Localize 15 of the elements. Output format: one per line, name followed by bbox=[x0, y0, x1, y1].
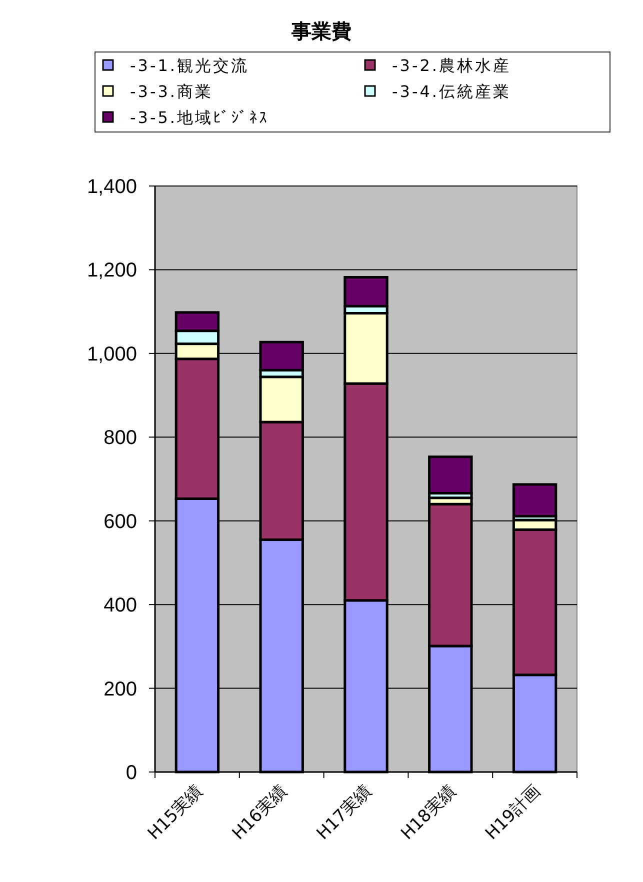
legend-label: -3-3.商業 bbox=[130, 82, 213, 101]
y-tick-label: 1,000 bbox=[86, 343, 137, 366]
legend-label: -3-4.伝統産業 bbox=[392, 82, 511, 101]
y-tick-label: 1,400 bbox=[86, 176, 137, 198]
y-tick-label: 400 bbox=[104, 594, 137, 617]
legend-label: -3-1.観光交流 bbox=[130, 56, 249, 75]
y-tick-label: 1,200 bbox=[86, 260, 137, 282]
legend-label: -3-2.農林水産 bbox=[392, 56, 511, 75]
legend-label: -3-5.地域ﾋﾞｼﾞﾈｽ bbox=[130, 108, 269, 127]
y-tick-label: 800 bbox=[104, 427, 137, 450]
y-tick-label: 0 bbox=[126, 762, 137, 784]
y-tick-label: 600 bbox=[104, 510, 137, 533]
y-tick-label: 200 bbox=[104, 678, 137, 700]
bar bbox=[512, 483, 558, 518]
chart-title: 事業費 bbox=[290, 19, 352, 43]
